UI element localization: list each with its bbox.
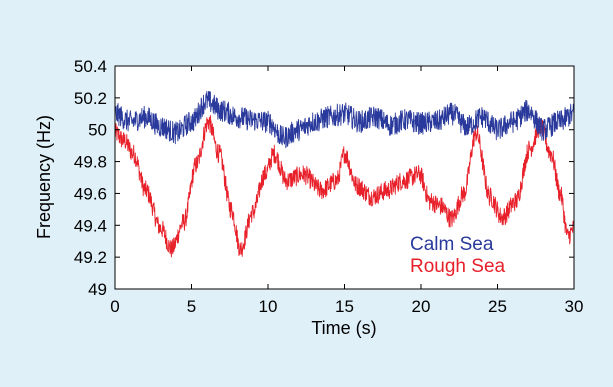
x-tick-label: 0 (110, 297, 119, 316)
y-tick-label: 49 (88, 280, 107, 299)
x-tick-label: 10 (259, 297, 278, 316)
series-calm-sea (114, 90, 575, 149)
x-tick-label: 25 (488, 297, 507, 316)
legend-entry: Calm Sea (410, 234, 494, 255)
x-axis-label: Time (s) (311, 318, 376, 338)
x-tick-label: 15 (335, 297, 354, 316)
y-tick-label: 49.2 (74, 248, 107, 267)
y-tick-label: 50 (88, 121, 107, 140)
x-tick-layer: 0 5 10 15 20 25 30 (110, 66, 583, 316)
y-tick-label: 49.4 (74, 216, 107, 235)
y-tick-label: 50.2 (74, 89, 107, 108)
y-tick-label: 49.8 (74, 153, 107, 172)
y-tick-label: 49.6 (74, 184, 107, 203)
series-layer (114, 90, 575, 258)
x-tick-label: 30 (565, 297, 584, 316)
y-tick-label: 50.4 (74, 57, 107, 76)
x-tick-label: 20 (412, 297, 431, 316)
legend-entry: Rough Sea (410, 256, 506, 277)
plot-area-background (115, 66, 574, 289)
y-tick-layer: 49 49.2 49.4 49.6 49.8 50 50.2 50.4 (74, 57, 574, 299)
series-rough-sea (114, 115, 575, 258)
x-tick-label: 5 (187, 297, 196, 316)
y-axis-label: Frequency (Hz) (34, 115, 54, 239)
